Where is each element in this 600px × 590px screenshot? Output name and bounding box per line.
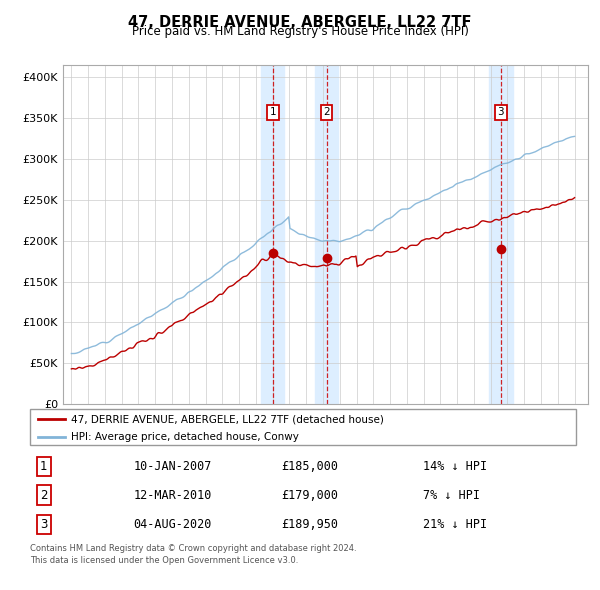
Text: 3: 3 [497, 107, 504, 117]
Text: 10-JAN-2007: 10-JAN-2007 [134, 460, 212, 473]
Text: 1: 1 [270, 107, 277, 117]
FancyBboxPatch shape [30, 409, 576, 445]
Text: 47, DERRIE AVENUE, ABERGELE, LL22 7TF (detached house): 47, DERRIE AVENUE, ABERGELE, LL22 7TF (d… [71, 414, 384, 424]
Text: Contains HM Land Registry data © Crown copyright and database right 2024.
This d: Contains HM Land Registry data © Crown c… [30, 544, 356, 565]
Text: 1: 1 [40, 460, 47, 473]
Text: 12-MAR-2010: 12-MAR-2010 [134, 489, 212, 502]
Text: £179,000: £179,000 [281, 489, 338, 502]
Text: 3: 3 [40, 518, 47, 531]
Text: Price paid vs. HM Land Registry's House Price Index (HPI): Price paid vs. HM Land Registry's House … [131, 25, 469, 38]
Text: 04-AUG-2020: 04-AUG-2020 [134, 518, 212, 531]
Text: 7% ↓ HPI: 7% ↓ HPI [423, 489, 480, 502]
Text: 14% ↓ HPI: 14% ↓ HPI [423, 460, 487, 473]
Bar [314, 65, 338, 404]
Text: 2: 2 [40, 489, 47, 502]
Text: 21% ↓ HPI: 21% ↓ HPI [423, 518, 487, 531]
Text: 47, DERRIE AVENUE, ABERGELE, LL22 7TF: 47, DERRIE AVENUE, ABERGELE, LL22 7TF [128, 15, 472, 30]
Bar [489, 65, 512, 404]
Text: HPI: Average price, detached house, Conwy: HPI: Average price, detached house, Conw… [71, 432, 299, 442]
Text: £189,950: £189,950 [281, 518, 338, 531]
Text: £185,000: £185,000 [281, 460, 338, 473]
Bar [261, 65, 284, 404]
Text: 2: 2 [323, 107, 330, 117]
